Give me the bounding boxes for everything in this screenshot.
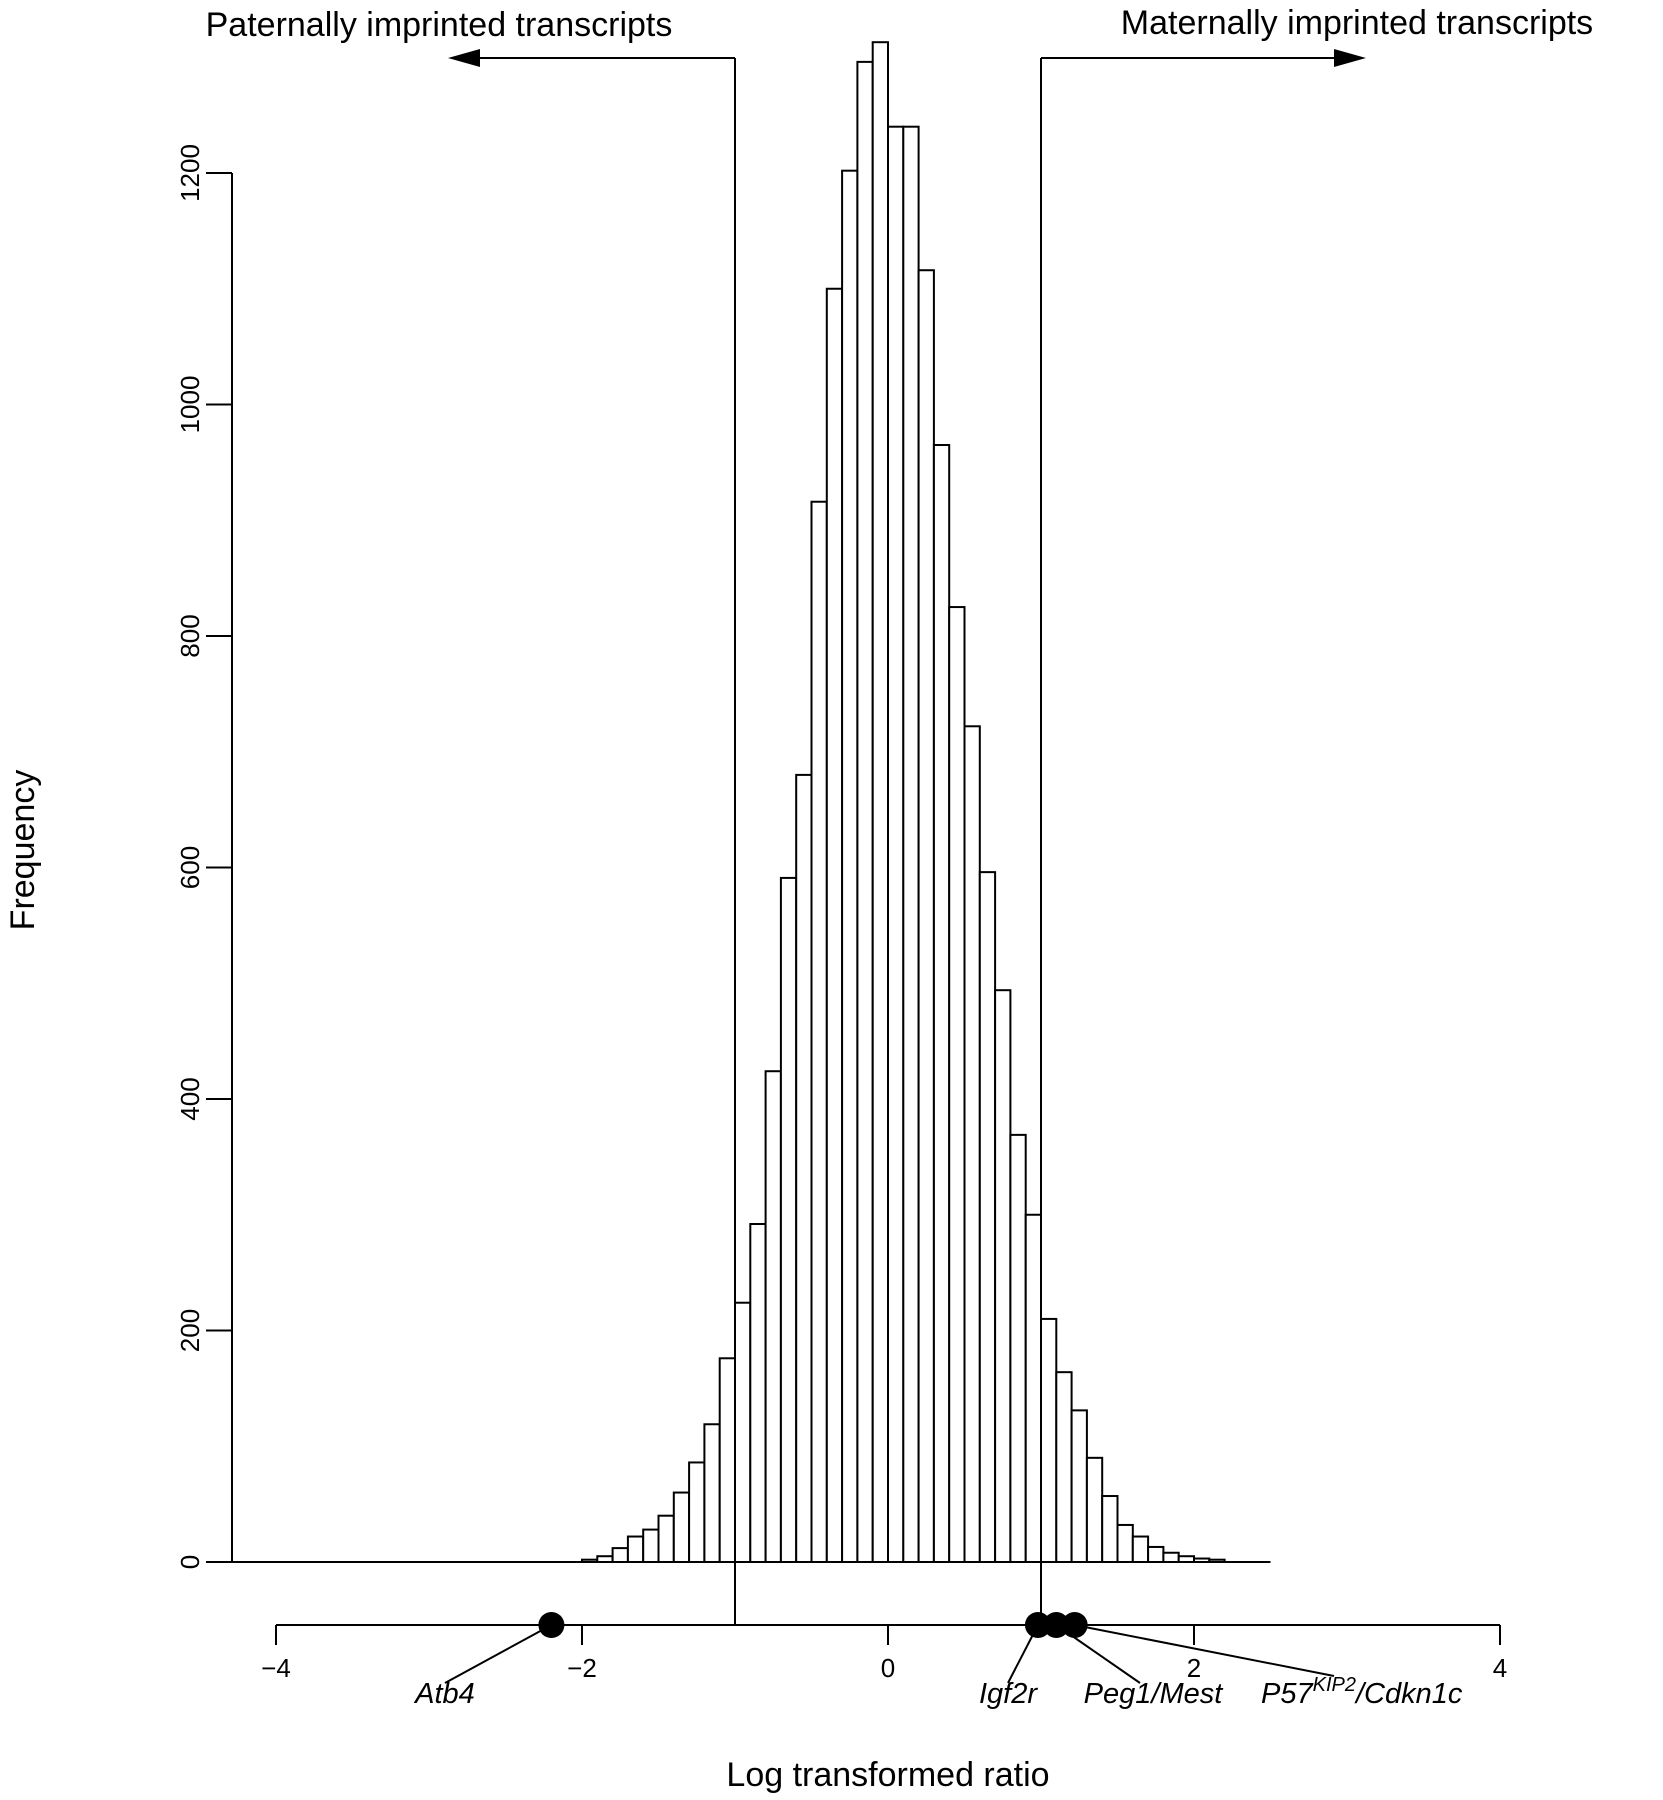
y-axis-ticks: 0 200 400 600 800 1000 1200: [175, 144, 232, 1569]
histogram-bar: [1085, 1456, 1104, 1563]
gene-label: Peg1/Mest: [1084, 1678, 1225, 1710]
highlighted-genes: Atb4 Igf2r Peg1/Mest P57KIP2/Cdkn1c: [413, 1612, 1463, 1710]
y-tick-label: 400: [175, 1077, 205, 1120]
y-tick-label: 1000: [175, 376, 205, 434]
maternal-arrowhead-icon: [1334, 49, 1366, 67]
histogram-bar: [1162, 1551, 1180, 1563]
histogram-bar: [963, 725, 981, 1563]
y-tick-label: 200: [175, 1309, 205, 1352]
paternal-label: Paternally imprinted transcripts: [206, 6, 673, 44]
histogram-bar: [672, 1491, 691, 1564]
x-axis-title: Log transformed ratio: [726, 1756, 1049, 1794]
x-axis-ticks: −4 −2 0 2 4: [261, 1625, 1507, 1683]
histogram-bar: [1009, 1133, 1027, 1563]
y-tick-label: 0: [175, 1555, 205, 1569]
histogram-bar: [887, 125, 905, 1564]
histogram-bar: [688, 1461, 706, 1563]
y-tick-label: 800: [175, 614, 205, 657]
histogram-bar: [948, 606, 966, 1563]
histogram-bar: [1055, 1371, 1073, 1564]
x-tick-label: −4: [261, 1653, 291, 1683]
histogram-bar: [795, 773, 813, 1563]
histogram-bar: [642, 1528, 660, 1563]
histogram-bars: [581, 41, 1226, 1564]
gene-leader-line: [444, 1624, 552, 1684]
paternal-arrowhead-icon: [448, 49, 480, 67]
histogram-bar: [611, 1547, 629, 1563]
x-tick-label: −2: [567, 1653, 597, 1683]
histogram-bar: [734, 1301, 752, 1563]
histogram-bar: [841, 169, 859, 1563]
histogram-bar: [871, 41, 890, 1563]
histogram-bar: [1070, 1409, 1088, 1564]
gene-leader-line: [1074, 1624, 1335, 1677]
gene-marker-dot: [1043, 1612, 1070, 1638]
histogram-bar: [626, 1535, 645, 1564]
histogram-bar: [1116, 1523, 1134, 1563]
gene-marker-dot: [1061, 1612, 1088, 1638]
histogram-bar: [978, 871, 997, 1563]
gene-label: P57KIP2/Cdkn1c: [1261, 1674, 1463, 1710]
gene-label: Atb4: [413, 1678, 475, 1710]
x-tick-label: 0: [881, 1653, 895, 1683]
histogram-bar: [1131, 1535, 1150, 1564]
histogram-bar: [1024, 1213, 1042, 1563]
histogram-bar: [1147, 1545, 1165, 1564]
y-axis-title: Frequency: [4, 770, 42, 931]
histogram-bar: [1101, 1495, 1119, 1563]
x-tick-label: 4: [1493, 1653, 1507, 1683]
histogram-bar: [810, 500, 828, 1564]
maternal-label: Maternally imprinted transcripts: [1121, 4, 1593, 42]
y-tick-label: 600: [175, 846, 205, 889]
gene-marker-dot: [538, 1612, 565, 1638]
histogram-bar: [703, 1423, 721, 1563]
gene-label: Igf2r: [979, 1678, 1038, 1710]
histogram-bar: [902, 125, 920, 1564]
histogram-bar: [779, 876, 798, 1563]
y-tick-label: 1200: [175, 144, 205, 202]
histogram-bar: [749, 1223, 767, 1563]
histogram-bar: [718, 1357, 737, 1564]
histogram-bar: [856, 60, 874, 1563]
histogram-bar: [825, 287, 844, 1563]
x-tick-label: 2: [1187, 1653, 1201, 1683]
histogram-bar: [657, 1514, 675, 1563]
gene-marker-dot: [1024, 1612, 1051, 1638]
histogram-bar: [932, 444, 951, 1564]
histogram-bar: [994, 989, 1012, 1563]
histogram-bar: [1040, 1317, 1058, 1564]
histogram-bar: [764, 1070, 782, 1563]
histogram-bar: [917, 269, 935, 1564]
